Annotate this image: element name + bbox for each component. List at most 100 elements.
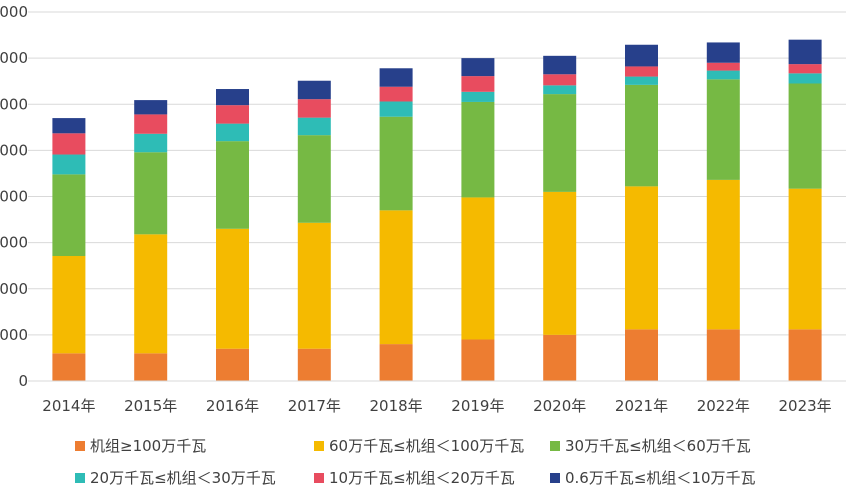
bar-segment-s1-3 [297, 222, 331, 349]
bar-segment-s4-4 [379, 86, 413, 102]
bar-segment-s3-6 [543, 85, 577, 95]
x-axis-tick-labels: 2014年 2015年 2016年 2017年 2018年 2019年 2020年 2021年… [42, 397, 831, 415]
legend-item: 机组≥100万千瓦 [75, 435, 206, 456]
bar-segment-s4-0 [52, 133, 86, 155]
legend-swatch [314, 472, 324, 483]
x-tick-label: 2016年 [206, 397, 259, 415]
legend-item: 20万千瓦≤机组＜30万千瓦 [75, 467, 276, 488]
bar-segment-s5-6 [543, 55, 577, 75]
bar-segment-s1-7 [625, 186, 658, 330]
bar-segment-s0-8 [706, 329, 740, 381]
y-tick-label: 1000 [0, 326, 28, 344]
bar-segment-s1-5 [461, 197, 495, 340]
legend-swatch [75, 472, 85, 483]
y-tick-label: 0 [18, 372, 28, 390]
bar-segment-s0-9 [788, 329, 822, 381]
x-tick-label: 2020年 [533, 397, 586, 415]
bar-segment-s0-7 [625, 329, 658, 381]
bar-segment-s3-0 [52, 154, 86, 175]
bar-segment-s5-3 [297, 80, 331, 100]
bar-segment-s0-1 [134, 353, 168, 381]
bar-segment-s1-0 [52, 256, 86, 354]
x-tick-label: 2019年 [451, 397, 504, 415]
x-tick-label: 2015年 [124, 397, 177, 415]
x-tick-label: 2014年 [42, 397, 95, 415]
bar-segment-s1-9 [788, 188, 822, 330]
bar-segment-s0-4 [379, 344, 413, 381]
bar-segment-s3-9 [788, 73, 822, 84]
bar-segment-s2-9 [788, 83, 822, 189]
legend-label: 0.6万千瓦≤机组＜10万千瓦 [565, 469, 756, 487]
legend-swatch [550, 440, 560, 451]
bar-segment-s2-2 [216, 141, 249, 229]
y-tick-label: 4000 [0, 188, 28, 206]
bar-segment-s0-2 [216, 348, 249, 381]
bar-segment-s4-6 [543, 74, 577, 86]
legend-item: 30万千瓦≤机组＜60万千瓦 [550, 435, 751, 456]
x-tick-label: 2017年 [288, 397, 341, 415]
bar-segment-s0-3 [297, 348, 331, 381]
bar-segment-s3-5 [461, 91, 495, 102]
legend-item: 0.6万千瓦≤机组＜10万千瓦 [550, 467, 756, 488]
x-tick-label: 2023年 [779, 397, 832, 415]
bar-segment-s5-5 [461, 58, 495, 77]
bar-segment-s3-8 [706, 70, 740, 80]
y-tick-label: 3000 [0, 234, 28, 252]
legend-swatch [314, 440, 324, 451]
bar-segment-s1-4 [379, 210, 413, 345]
bar-segment-s2-0 [52, 174, 86, 257]
x-tick-label: 2021年 [615, 397, 668, 415]
bar-segment-s5-1 [134, 100, 168, 115]
bar-segment-s2-3 [297, 135, 331, 223]
legend-label: 10万千瓦≤机组＜20万千瓦 [329, 469, 515, 487]
bar-segment-s5-4 [379, 68, 413, 87]
x-tick-label: 2022年 [697, 397, 750, 415]
y-tick-label: 8000 [0, 3, 28, 21]
bar-segment-s1-1 [134, 234, 168, 354]
bar-segment-s4-8 [706, 62, 740, 71]
x-tick-label: 2018年 [370, 397, 423, 415]
legend: 机组≥100万千瓦 60万千瓦≤机组＜100万千瓦 30万千瓦≤机组＜60万千瓦 20… [0, 430, 848, 493]
bar-segment-s4-2 [216, 105, 249, 124]
bar-segment-s5-0 [52, 118, 86, 134]
legend-swatch [550, 472, 560, 483]
bar-segment-s2-7 [625, 84, 658, 187]
y-axis-tick-labels: 0 1000 2000 3000 4000 5000 6000 7000 8000 [0, 3, 28, 390]
bar-segment-s0-5 [461, 339, 495, 381]
bar-segment-s5-8 [706, 42, 740, 63]
bar-segment-s3-1 [134, 133, 168, 153]
bar-segment-s5-7 [625, 44, 658, 67]
legend-item: 60万千瓦≤机组＜100万千瓦 [314, 435, 524, 456]
y-tick-label: 6000 [0, 95, 28, 113]
bar-segment-s4-3 [297, 99, 331, 118]
bar-segment-s4-7 [625, 66, 658, 77]
y-tick-label: 7000 [0, 49, 28, 67]
bar-segment-s1-2 [216, 228, 249, 349]
bar-segment-s2-1 [134, 152, 168, 235]
bar-segment-s5-2 [216, 89, 249, 106]
legend-label: 20万千瓦≤机组＜30万千瓦 [90, 469, 276, 487]
bar-segment-s1-8 [706, 179, 740, 330]
bar-segment-s4-5 [461, 76, 495, 92]
bar-segment-s1-6 [543, 191, 577, 335]
bar-segment-s4-9 [788, 64, 822, 74]
bars [52, 39, 822, 381]
bar-segment-s2-5 [461, 101, 495, 198]
legend-label: 60万千瓦≤机组＜100万千瓦 [329, 437, 525, 455]
bar-segment-s0-6 [543, 334, 577, 381]
legend-label: 机组≥100万千瓦 [90, 437, 207, 455]
legend-label: 30万千瓦≤机组＜60万千瓦 [565, 437, 751, 455]
legend-swatch [75, 440, 85, 451]
bar-segment-s2-4 [379, 116, 413, 211]
bar-segment-s3-2 [216, 123, 249, 142]
y-tick-label: 5000 [0, 141, 28, 159]
bar-segment-s3-4 [379, 101, 413, 117]
bar-segment-s3-7 [625, 76, 658, 85]
bar-segment-s4-1 [134, 114, 168, 134]
bar-segment-s0-0 [52, 353, 86, 381]
y-tick-label: 2000 [0, 280, 28, 298]
bar-segment-s2-8 [706, 79, 740, 180]
legend-item: 10万千瓦≤机组＜20万千瓦 [314, 467, 515, 488]
bar-segment-s2-6 [543, 94, 577, 192]
bar-segment-s3-3 [297, 117, 331, 136]
